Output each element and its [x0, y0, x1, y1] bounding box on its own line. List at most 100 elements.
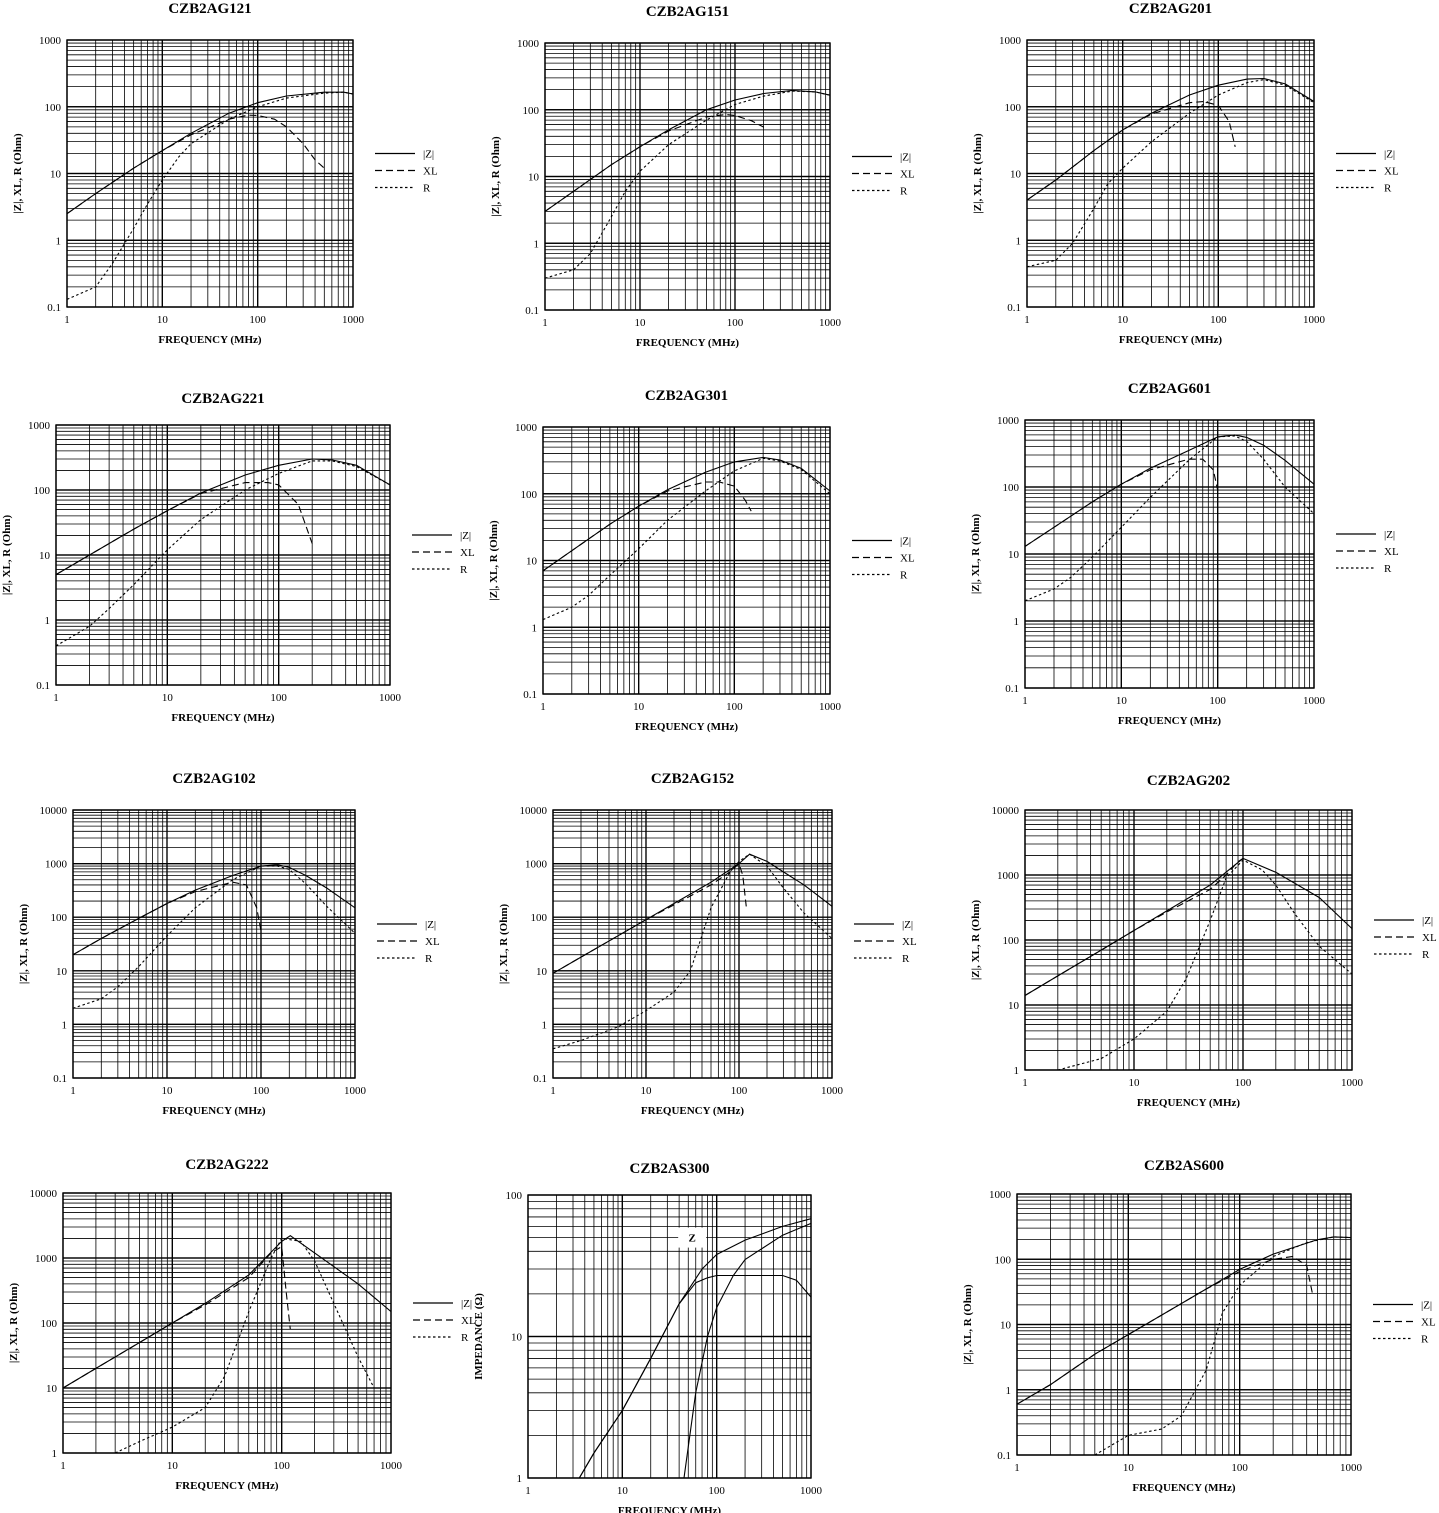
y-tick-label: 0.1: [47, 302, 61, 314]
series-line-curve-1: [578, 1274, 812, 1479]
series-line-z: [72, 864, 356, 956]
x-tick-label: 100: [727, 317, 744, 329]
plot-frame: [62, 1192, 392, 1454]
legend-label: XL: [1422, 932, 1437, 944]
y-tick-label: 1: [1006, 1385, 1012, 1397]
chart-8: CZB2AG202 1 10 100 1000 1 10 100 1000 10000 FREQUE…: [970, 773, 1437, 1109]
y-tick-label: 0.1: [525, 305, 539, 317]
legend: |Z| XL R: [852, 536, 915, 582]
plot-frame: [1026, 39, 1315, 308]
legend: |Z| XL R: [1336, 149, 1399, 195]
x-tick-label: 100: [270, 692, 287, 704]
grid-lines: [62, 1192, 392, 1454]
y-axis-title: |Z|, XL, R (Ohm): [488, 520, 500, 601]
y-tick-label: 10000: [30, 1188, 58, 1200]
series-line-xl: [72, 881, 262, 956]
legend-label: XL: [423, 166, 438, 178]
y-tick-label: 0.1: [53, 1073, 67, 1085]
series-line-z: [1026, 77, 1315, 201]
x-tick-label: 10: [635, 317, 647, 329]
x-tick-label: 1: [60, 1460, 66, 1472]
x-tick-label: 1000: [1341, 1077, 1364, 1089]
y-tick-label: 1000: [999, 35, 1022, 47]
y-tick-label: 10: [528, 172, 540, 184]
y-axis-title: |Z|, XL, R (Ohm): [12, 133, 24, 214]
grid-lines: [55, 424, 391, 686]
x-tick-label: 1: [1022, 1077, 1028, 1089]
series-line-xl: [55, 482, 313, 576]
x-tick-label: 1000: [821, 1085, 844, 1097]
plot-frame: [552, 809, 833, 1079]
series-line-r: [1094, 1236, 1352, 1456]
y-tick-label: 100: [531, 912, 548, 924]
series-line-xl: [1024, 857, 1244, 996]
legend-label: R: [1422, 949, 1430, 961]
legend: |Z| XL R: [1336, 529, 1399, 575]
series-line-xl: [1024, 458, 1219, 547]
series-line-r: [72, 865, 356, 1009]
y-tick-label: 100: [521, 489, 538, 501]
legend-label: R: [1384, 563, 1392, 575]
legend-label: XL: [900, 169, 915, 181]
legend-label: |Z|: [1384, 149, 1395, 161]
y-tick-label: 1000: [515, 422, 538, 434]
y-tick-label: 10: [39, 550, 51, 562]
chart-title: CZB2AS300: [629, 1161, 709, 1177]
x-tick-label: 100: [273, 1460, 290, 1472]
legend: |Z| XL R: [1374, 915, 1437, 961]
x-tick-label: 100: [1209, 695, 1226, 707]
series-line-xl: [544, 113, 764, 212]
legend-label: R: [900, 186, 908, 198]
legend-label: XL: [902, 936, 917, 948]
y-tick-label: 10: [536, 966, 548, 978]
legend: |Z| XL R: [852, 152, 915, 198]
x-tick-label: 1: [1022, 695, 1028, 707]
y-axis-title: |Z|, XL, R (Ohm): [8, 1283, 20, 1364]
x-tick-label: 10: [157, 314, 169, 326]
series-line-xl: [62, 1245, 291, 1389]
legend-label: |Z|: [461, 1298, 472, 1310]
y-tick-label: 1: [532, 622, 538, 634]
y-tick-label: 10000: [520, 805, 548, 817]
x-tick-label: 1: [64, 314, 70, 326]
y-axis-title: |Z|, XL, R (Ohm): [490, 136, 502, 217]
series-line-xl: [552, 862, 747, 974]
legend-label: |Z|: [902, 919, 913, 931]
grid-lines: [542, 426, 831, 695]
y-tick-label: 10: [526, 556, 538, 568]
legend-label: |Z|: [1384, 529, 1395, 541]
x-tick-label: 10: [617, 1485, 629, 1497]
chart-title: CZB2AG201: [1129, 1, 1212, 17]
x-axis-title: FREQUENCY (MHz): [635, 721, 738, 733]
x-tick-label: 100: [731, 1085, 748, 1097]
series-line-xl: [542, 481, 752, 572]
y-tick-label: 10: [46, 1383, 58, 1395]
series-line-z: [55, 458, 391, 576]
y-tick-label: 10: [511, 1332, 523, 1344]
y-tick-label: 1000: [525, 859, 548, 871]
series-line-r: [55, 460, 391, 647]
x-tick-label: 1: [540, 701, 546, 713]
x-tick-label: 100: [249, 314, 266, 326]
x-axis-title: FREQUENCY (MHz): [171, 712, 274, 724]
y-tick-label: 1: [542, 1019, 548, 1031]
y-tick-label: 1: [62, 1019, 68, 1031]
series-line-r: [1024, 435, 1315, 602]
y-tick-label: 100: [1003, 935, 1020, 947]
y-axis-title: |Z|, XL, R (Ohm): [1, 515, 13, 596]
x-tick-label: 100: [253, 1085, 270, 1097]
y-axis-title: IMPEDANCE (Ω): [473, 1293, 485, 1380]
annotation-box: [678, 1227, 707, 1248]
series-line-r: [552, 853, 833, 1050]
x-tick-label: 1: [525, 1485, 531, 1497]
series-line-r: [1057, 859, 1353, 1071]
chart-title: CZB2AG222: [185, 1157, 268, 1173]
y-tick-label: 100: [1005, 102, 1022, 114]
plot-frame: [544, 42, 831, 311]
y-tick-label: 1: [1016, 235, 1022, 247]
x-tick-label: 100: [1231, 1462, 1248, 1474]
